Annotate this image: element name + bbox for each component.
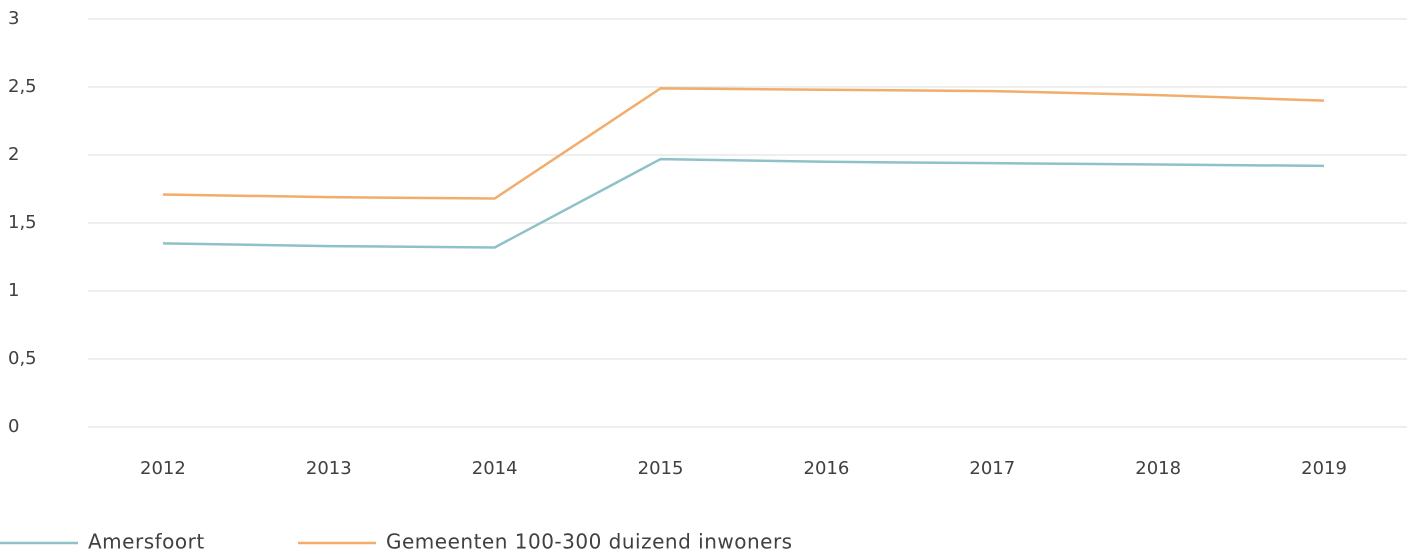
x-tick-label: 2013 [306, 458, 352, 479]
x-tick-label: 2016 [804, 458, 850, 479]
x-tick-label: 2018 [1135, 458, 1181, 479]
y-tick-label: 3 [8, 8, 19, 29]
x-tick-label: 2015 [638, 458, 684, 479]
y-tick-label: 0 [8, 416, 19, 437]
x-tick-label: 2012 [140, 458, 186, 479]
y-tick-label: 1,5 [8, 212, 37, 233]
y-tick-label: 2,5 [8, 76, 37, 97]
y-tick-label: 0,5 [8, 348, 37, 369]
legend-label: Amersfoort [88, 530, 205, 554]
legend-label: Gemeenten 100-300 duizend inwoners [386, 530, 793, 554]
y-tick-label: 1 [8, 280, 19, 301]
line-series [162, 157, 1325, 249]
x-tick-label: 2019 [1301, 458, 1347, 479]
x-tick-label: 2014 [472, 458, 518, 479]
line-series [162, 87, 1325, 200]
y-tick-label: 2 [8, 144, 19, 165]
x-tick-label: 2017 [969, 458, 1015, 479]
